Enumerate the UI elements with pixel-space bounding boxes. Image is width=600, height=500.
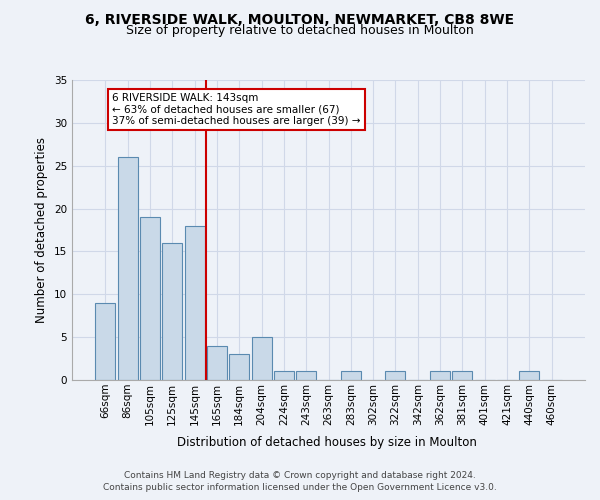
Bar (519, 372, 539, 380)
Bar (251, 337, 272, 380)
Bar (207, 346, 227, 380)
Text: Size of property relative to detached houses in Moulton: Size of property relative to detached ho… (126, 24, 474, 37)
Bar (118, 157, 138, 380)
Bar (95, 303, 115, 380)
Bar (341, 372, 361, 380)
Bar (185, 226, 205, 380)
Bar (430, 372, 450, 380)
Text: 6 RIVERSIDE WALK: 143sqm
← 63% of detached houses are smaller (67)
37% of semi-d: 6 RIVERSIDE WALK: 143sqm ← 63% of detach… (112, 93, 361, 126)
Text: 6, RIVERSIDE WALK, MOULTON, NEWMARKET, CB8 8WE: 6, RIVERSIDE WALK, MOULTON, NEWMARKET, C… (85, 12, 515, 26)
Bar (162, 243, 182, 380)
Text: Contains HM Land Registry data © Crown copyright and database right 2024.: Contains HM Land Registry data © Crown c… (124, 472, 476, 480)
Y-axis label: Number of detached properties: Number of detached properties (35, 137, 49, 323)
Bar (140, 217, 160, 380)
Bar (229, 354, 249, 380)
Text: Contains public sector information licensed under the Open Government Licence v3: Contains public sector information licen… (103, 483, 497, 492)
Bar (452, 372, 472, 380)
Text: Distribution of detached houses by size in Moulton: Distribution of detached houses by size … (177, 436, 477, 449)
Bar (274, 372, 294, 380)
Bar (385, 372, 406, 380)
Bar (296, 372, 316, 380)
